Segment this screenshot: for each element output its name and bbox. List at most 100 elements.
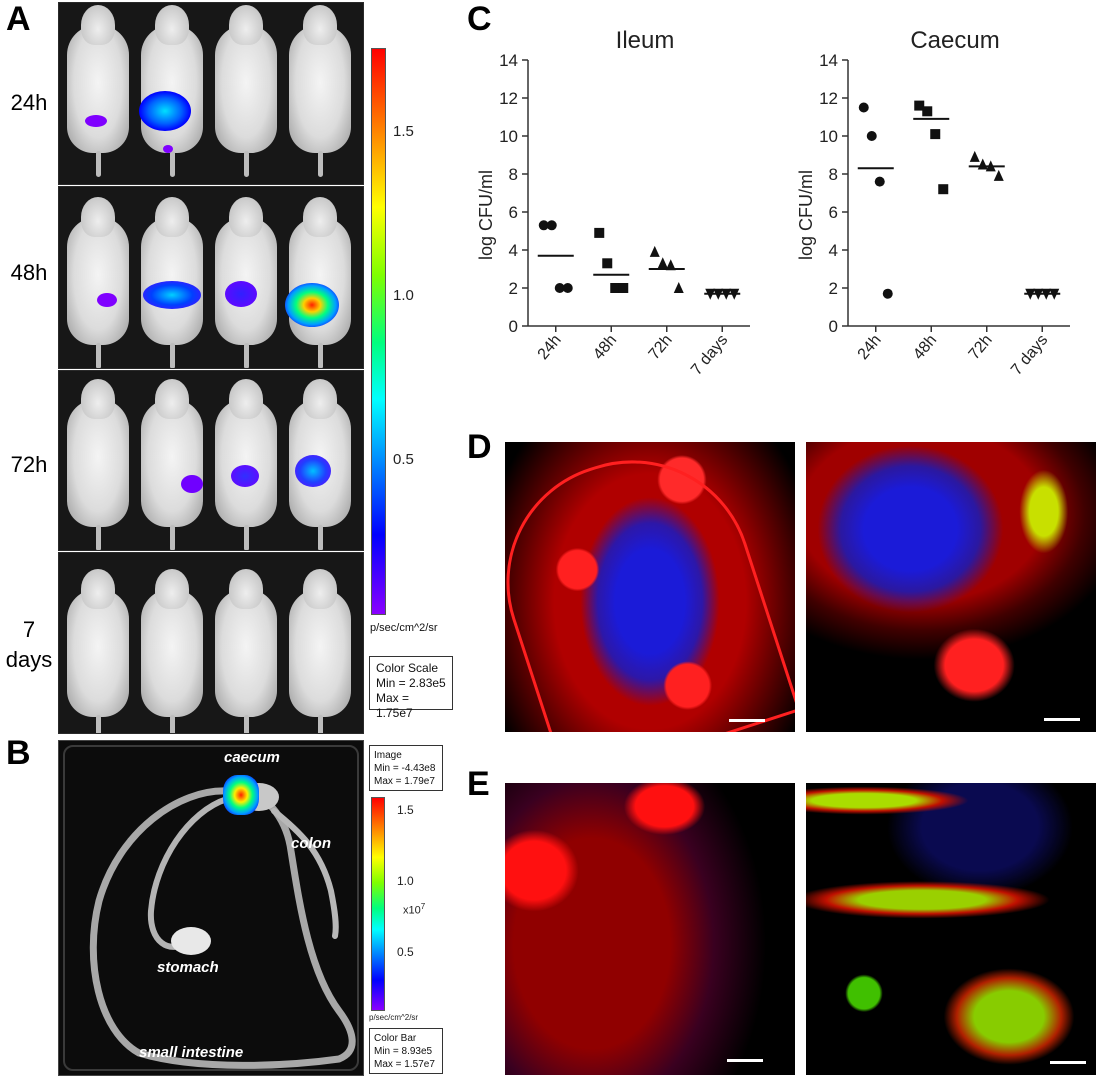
ileum-y-tick-label: 2 — [509, 279, 518, 298]
caecum-x-tick-label: 48h — [910, 332, 940, 363]
image-box-title: Image — [374, 750, 402, 761]
colorbar-b-tick: 1.5 — [397, 803, 414, 817]
mouse — [141, 569, 203, 733]
mouse — [289, 569, 351, 733]
ileum-x-tick-label: 72h — [646, 332, 676, 363]
mouse — [141, 197, 203, 368]
ileum-data-point — [594, 227, 605, 238]
colorbar-b-unit: p/sec/cm^2/sr — [369, 1013, 419, 1022]
signal-blob — [285, 283, 339, 327]
caecum-x-tick-label: 24h — [855, 332, 885, 363]
ileum-data-point — [618, 283, 629, 293]
caecum-signal — [223, 775, 259, 815]
micrograph-e-left — [505, 783, 795, 1075]
signal-blob — [181, 475, 203, 493]
image-box-min: Min = -4.43e8 — [374, 763, 436, 774]
scale-bar — [1050, 1061, 1086, 1064]
caecum-y-tick-label: 14 — [819, 51, 838, 70]
scale-bar — [729, 719, 765, 722]
caecum-x-tick-label: 7 days — [1008, 332, 1051, 379]
mouse-row-48h — [58, 186, 364, 369]
color-bar-title: Color Bar — [374, 1033, 417, 1044]
caecum-y-tick-label: 0 — [829, 317, 838, 336]
mouse — [215, 379, 277, 550]
panel-a-letter: A — [6, 0, 31, 38]
ileum-data-point — [649, 245, 660, 257]
caecum-y-tick-label: 8 — [829, 165, 838, 184]
mouse — [141, 5, 203, 177]
signal-blob — [231, 465, 259, 487]
ileum-plot-area: 0 2 4 6 8 10 12 14 24h 48h 72h 7 days — [499, 51, 750, 379]
ileum-chart: Ileum log CFU/ml 0 2 4 6 8 10 12 14 24h 48h 72h 7 d… — [476, 27, 750, 379]
ileum-data-point — [657, 257, 668, 269]
label-small-intestine: small intestine — [139, 1044, 244, 1061]
time-label-48h: 48h — [10, 260, 48, 285]
caecum-y-tick-label: 12 — [819, 89, 838, 108]
label-colon: colon — [291, 835, 331, 852]
colorbar-b — [371, 797, 385, 1011]
micrograph-d-right — [806, 442, 1096, 732]
scale-bar — [727, 1059, 763, 1062]
colorbar-a — [371, 48, 386, 615]
caecum-data-point — [1033, 288, 1044, 300]
colon-path — [271, 808, 339, 939]
caecum-y-tick-label: 2 — [829, 279, 838, 298]
mouse — [215, 5, 277, 177]
caecum-chart: Caecum log CFU/ml 0 2 4 6 8 10 12 14 24h 48h 72h 7 … — [796, 27, 1070, 379]
panel-c-letter: C — [467, 0, 492, 38]
caecum-y-tick-label: 10 — [819, 127, 838, 146]
colorbar-b-multiplier: x107 — [403, 902, 425, 917]
caecum-data-point — [1041, 288, 1052, 300]
ileum-data-point — [538, 220, 549, 231]
signal-blob — [139, 91, 191, 131]
ileum-data-point — [554, 283, 565, 293]
colorbar-b-tick: 1.0 — [397, 874, 414, 888]
caecum-data-point — [914, 100, 925, 111]
colorbar-a-tick: 1.0 — [393, 287, 414, 304]
signal-blob — [85, 115, 107, 127]
ileum-x-tick-label: 24h — [535, 332, 565, 363]
caecum-y-axis-label: log CFU/ml — [796, 170, 816, 260]
scale-bar — [1044, 718, 1080, 721]
panel-e-letter: E — [467, 765, 490, 803]
color-bar-max: Max = 1.57e7 — [374, 1059, 435, 1070]
caecum-data-point — [1025, 288, 1036, 300]
caecum-data-point — [882, 288, 893, 299]
gut-drawing — [89, 783, 356, 1069]
colorbar-a-tick: 1.5 — [393, 123, 414, 140]
caecum-data-point — [969, 150, 980, 162]
ileum-data-point — [713, 288, 724, 300]
panel-b-letter: B — [6, 734, 31, 772]
ileum-y-axis-label: log CFU/ml — [476, 170, 496, 260]
mouse — [67, 379, 129, 550]
ileum-data-point — [729, 288, 740, 300]
ileum-data-point — [665, 259, 676, 271]
label-caecum: caecum — [224, 749, 280, 766]
mouse — [67, 5, 129, 177]
image-minmax-box: Image Min = -4.43e8 Max = 1.79e7 — [369, 745, 443, 791]
colorbar-a-unit: p/sec/cm^2/sr — [370, 622, 438, 634]
petri-dish-outline — [63, 745, 359, 1071]
color-scale-max: Max = 1.75e7 — [376, 691, 413, 720]
colorbar-b-tick: 0.5 — [397, 945, 414, 959]
color-scale-box: Color Scale Min = 2.83e5 Max = 1.75e7 — [369, 656, 453, 720]
caecum-y-tick-label: 4 — [829, 241, 838, 260]
gut-image: caecum colon stomach small intestine — [58, 740, 364, 1076]
ileum-data-point — [610, 283, 621, 293]
caecum-data-point — [866, 131, 877, 141]
panel-d-letter: D — [467, 428, 492, 466]
colorbar-b-multiplier-base: x10 — [403, 904, 421, 917]
villus-outline — [505, 442, 795, 732]
caecum-data-point — [930, 129, 941, 140]
mouse — [289, 5, 351, 177]
signal-blob — [143, 281, 201, 309]
ileum-y-tick-label: 14 — [499, 51, 518, 70]
stomach-shape — [171, 927, 211, 955]
caecum-data-point — [1049, 288, 1060, 300]
ileum-y-tick-label: 4 — [509, 241, 518, 260]
label-stomach: stomach — [157, 959, 219, 976]
ileum-data-point — [705, 288, 716, 300]
ileum-x-tick-label: 48h — [590, 332, 620, 363]
color-bar-box: Color Bar Min = 8.93e5 Max = 1.57e7 — [369, 1028, 443, 1074]
ileum-data-point — [562, 283, 573, 293]
